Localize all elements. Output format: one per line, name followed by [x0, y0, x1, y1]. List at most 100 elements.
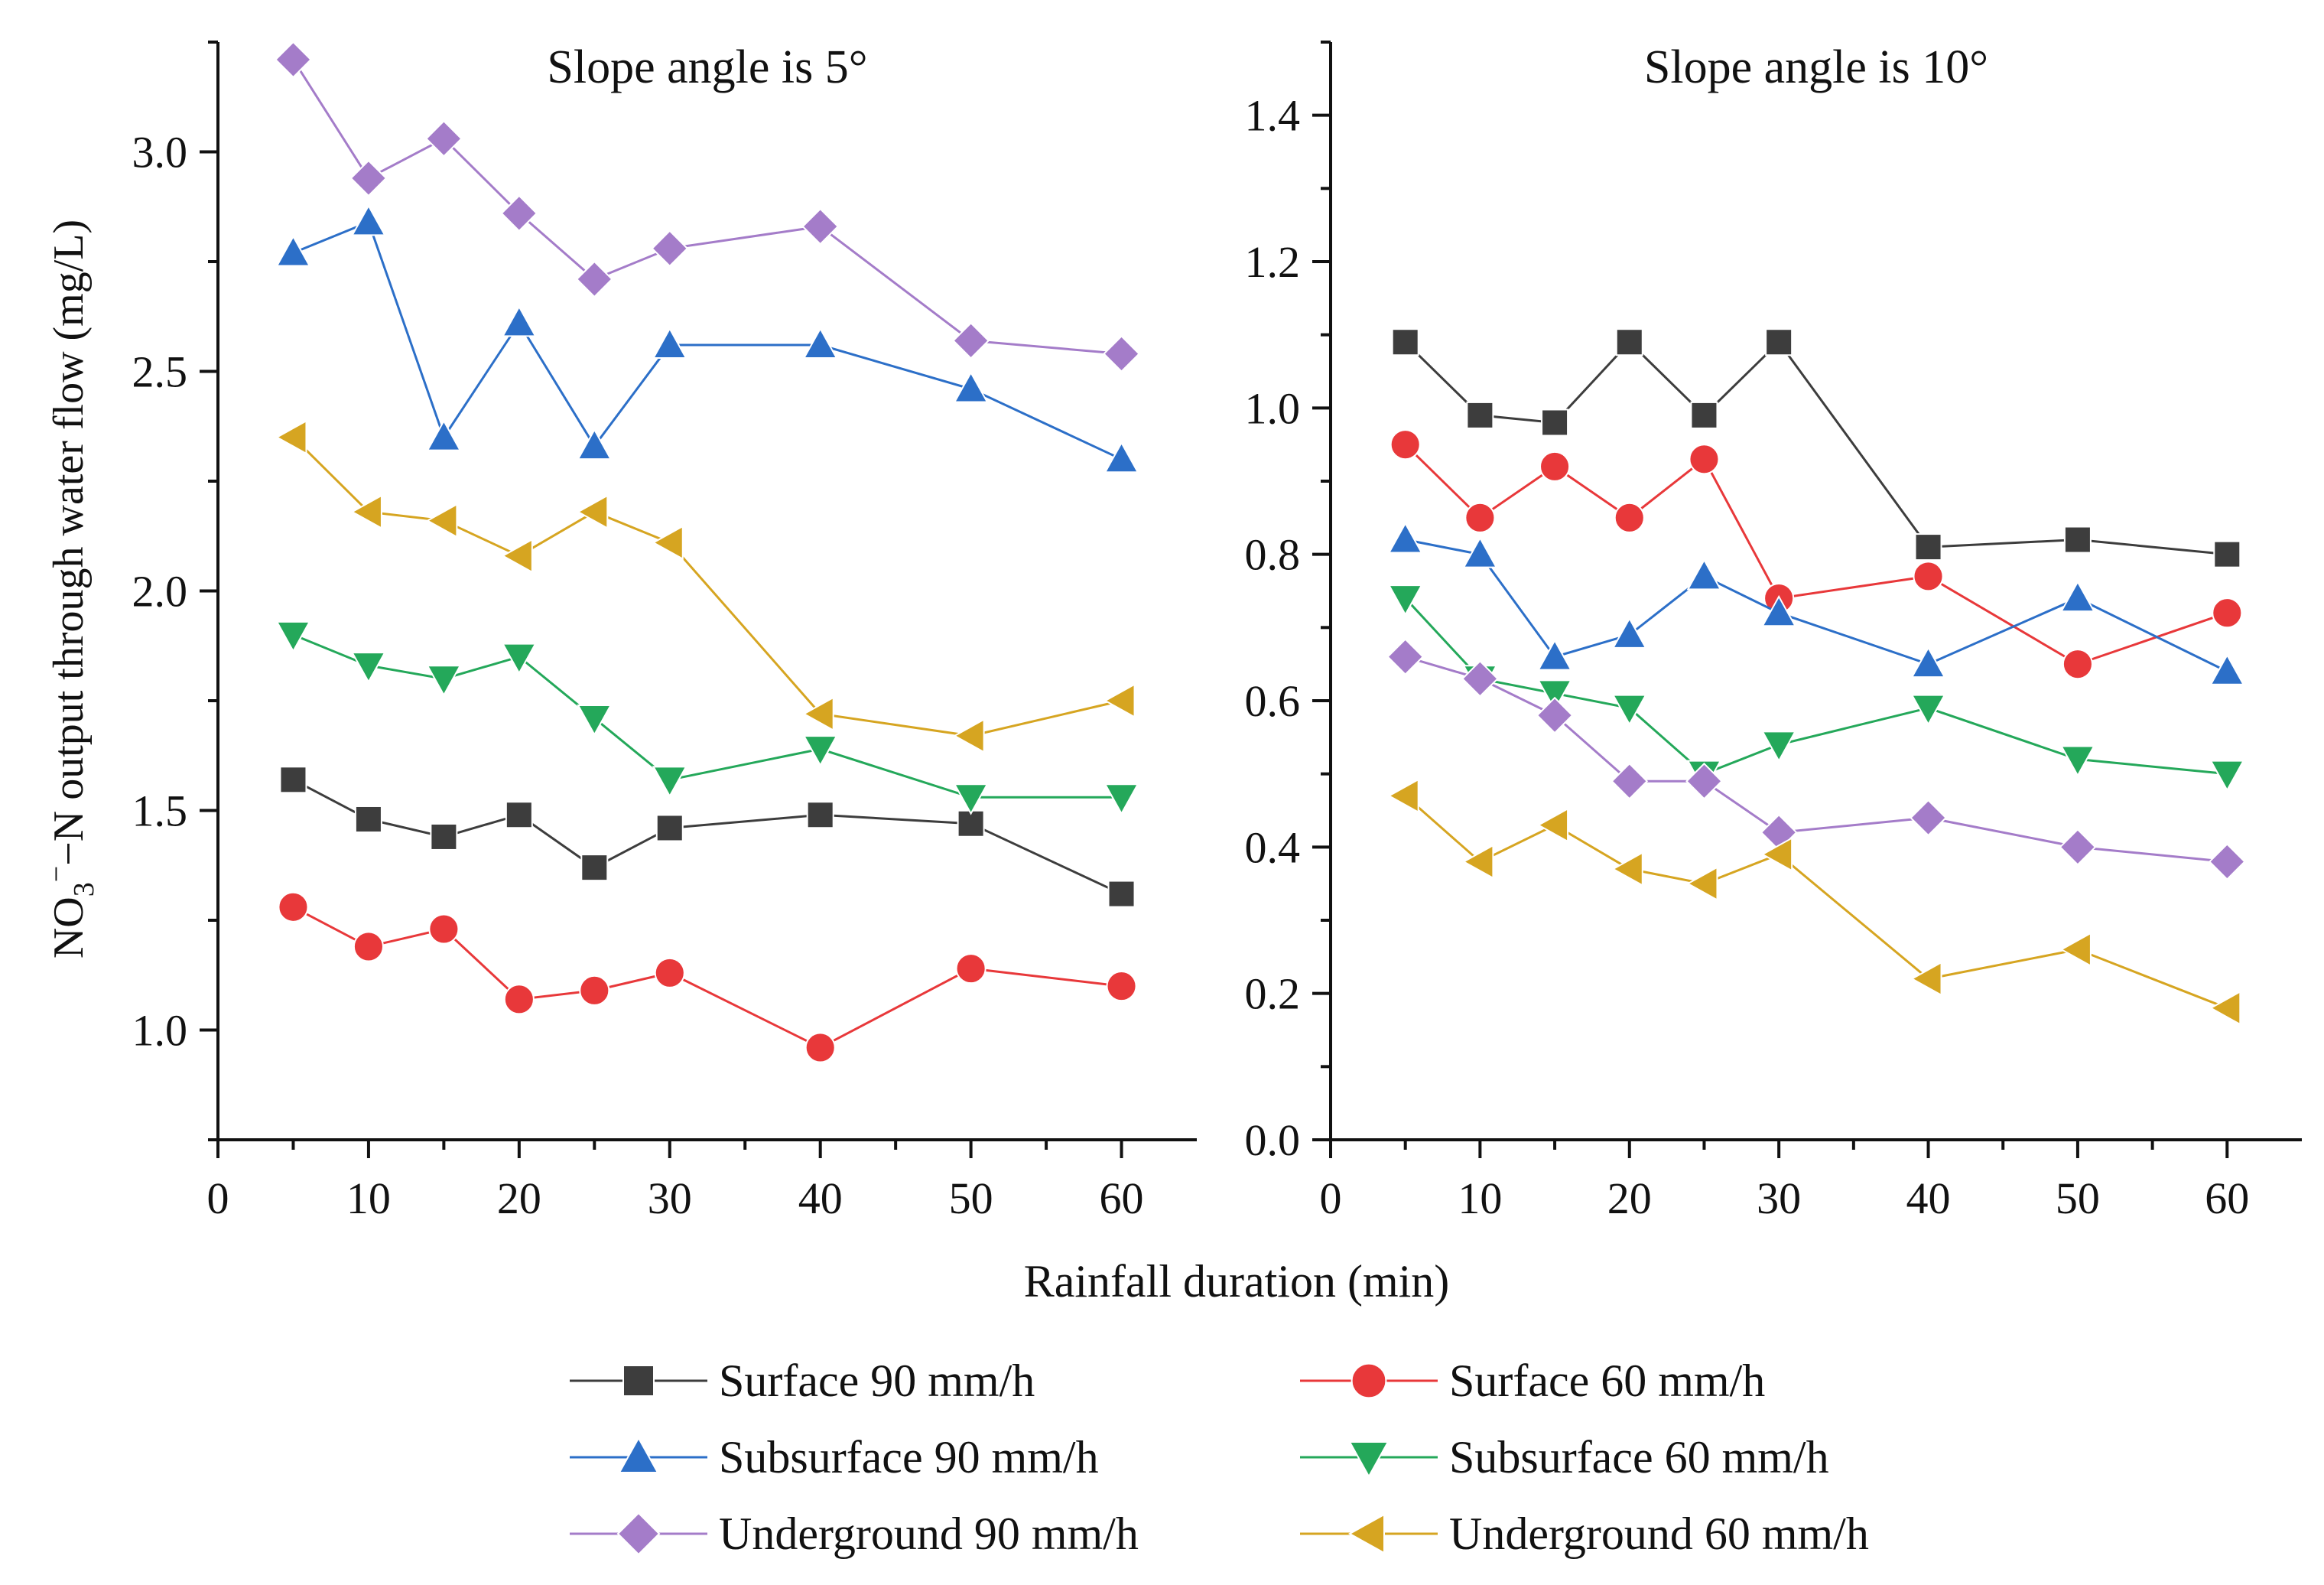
data-point — [575, 260, 613, 298]
data-point — [953, 783, 989, 815]
data-point — [577, 428, 613, 461]
legend-marker — [1347, 1513, 1385, 1554]
x-axis-label: Rainfall duration (min) — [1024, 1256, 1450, 1307]
data-point — [2059, 828, 2097, 866]
data-point — [1462, 844, 1494, 880]
data-point — [426, 503, 458, 539]
data-point — [802, 735, 838, 767]
data-point — [651, 229, 689, 268]
data-point — [1386, 638, 1425, 675]
y-tick-label: 0.6 — [1245, 676, 1301, 726]
data-point — [2209, 653, 2245, 685]
data-point — [503, 984, 535, 1015]
series-line — [292, 436, 1122, 737]
series-subsurface-60-mm-h — [1387, 584, 2245, 792]
data-point — [275, 41, 312, 79]
data-point — [953, 371, 989, 403]
series-line — [292, 220, 1123, 461]
legend-item-subsurface-60-mm-h: Subsurface 60 mm/h — [1300, 1432, 1829, 1482]
data-point — [2208, 843, 2246, 880]
x-tick-label: 30 — [648, 1173, 692, 1223]
data-point — [1462, 536, 1498, 568]
data-point — [2063, 526, 2092, 554]
data-point — [801, 207, 840, 246]
data-point — [1611, 851, 1643, 887]
data-point — [354, 805, 382, 833]
data-point — [1689, 444, 1720, 475]
x-tick-label: 0 — [1320, 1173, 1342, 1223]
x-tick-label: 40 — [798, 1173, 843, 1223]
data-point — [652, 766, 687, 798]
y-tick-label: 0.0 — [1245, 1115, 1301, 1165]
data-point — [2209, 760, 2245, 792]
data-point — [1103, 441, 1139, 474]
data-point — [1761, 731, 1797, 763]
legend-item-underground-90-mm-h: Underground 90 mm/h — [570, 1509, 1139, 1559]
x-tick-label: 20 — [497, 1173, 541, 1223]
legend-label: Subsurface 90 mm/h — [719, 1432, 1099, 1482]
data-point — [1103, 335, 1140, 373]
data-point — [1466, 401, 1494, 429]
y-tick-label: 2.5 — [132, 347, 188, 397]
x-tick-label: 40 — [1906, 1173, 1951, 1223]
data-point — [1464, 502, 1496, 533]
y-axis-label: NO3−−N output through water flow (mg/L) — [41, 220, 100, 958]
series-subsurface-60-mm-h — [275, 620, 1139, 815]
legend-label: Subsurface 60 mm/h — [1449, 1432, 1829, 1482]
data-point — [1760, 836, 1793, 872]
series-surface-60-mm-h — [1390, 429, 2243, 680]
series-line — [292, 59, 1122, 356]
legend-marker — [616, 1512, 661, 1556]
chart-title: Slope angle is 10° — [1644, 41, 1988, 93]
x-tick-label: 30 — [1757, 1173, 1801, 1223]
data-point — [804, 1032, 836, 1063]
series-line — [1404, 340, 2228, 556]
data-point — [1611, 694, 1647, 726]
y-tick-label: 0.4 — [1245, 822, 1301, 872]
data-point — [353, 931, 384, 962]
series-line — [292, 906, 1122, 1050]
data-point — [505, 801, 533, 829]
data-point — [952, 321, 990, 360]
series-underground-60-mm-h — [1387, 778, 2241, 1026]
legend-marker — [622, 1365, 655, 1397]
data-point — [278, 891, 309, 923]
legend-marker — [1351, 1362, 1387, 1399]
data-point — [1910, 694, 1946, 726]
data-point — [2059, 932, 2092, 968]
data-point — [1536, 807, 1569, 843]
data-point — [275, 620, 311, 653]
data-point — [2059, 745, 2095, 777]
data-point — [652, 327, 687, 360]
series-line — [1405, 539, 2228, 673]
panel-slope-10: Slope angle is 10° 0 10 20 30 40 50 60 0.0 0.2 0.4… — [1245, 41, 2302, 1223]
data-point — [425, 119, 463, 158]
data-point — [2213, 540, 2241, 568]
legend-label: Surface 90 mm/h — [719, 1356, 1035, 1406]
data-point — [1103, 683, 1136, 718]
y-axis-label-sub: 3 — [68, 882, 100, 897]
data-point — [1537, 639, 1573, 671]
data-point — [1541, 408, 1569, 437]
data-point — [1614, 502, 1645, 533]
data-point — [1390, 429, 1421, 461]
data-point — [577, 704, 613, 737]
data-point — [580, 854, 609, 882]
y-tick-label: 3.0 — [132, 128, 188, 177]
series-surface-60-mm-h — [278, 891, 1137, 1063]
x-tick-label: 10 — [1458, 1173, 1502, 1223]
panel-slope-5: Slope angle is 5° 0 10 20 30 40 50 60 1.0 1.5 2.0 2… — [132, 41, 1197, 1223]
data-point — [426, 665, 462, 697]
data-point — [1913, 561, 1944, 592]
data-point — [802, 696, 834, 732]
data-point — [350, 204, 386, 236]
data-point — [1611, 762, 1649, 800]
data-point — [955, 953, 986, 985]
legend: Surface 90 mm/h Surface 60 mm/h Subsurface… — [570, 1356, 1869, 1559]
series-line — [292, 633, 1122, 799]
x-tick-label: 10 — [346, 1173, 391, 1223]
series-line — [1404, 444, 2228, 666]
x-tick-label: 50 — [2056, 1173, 2100, 1223]
data-point — [1387, 778, 1419, 814]
